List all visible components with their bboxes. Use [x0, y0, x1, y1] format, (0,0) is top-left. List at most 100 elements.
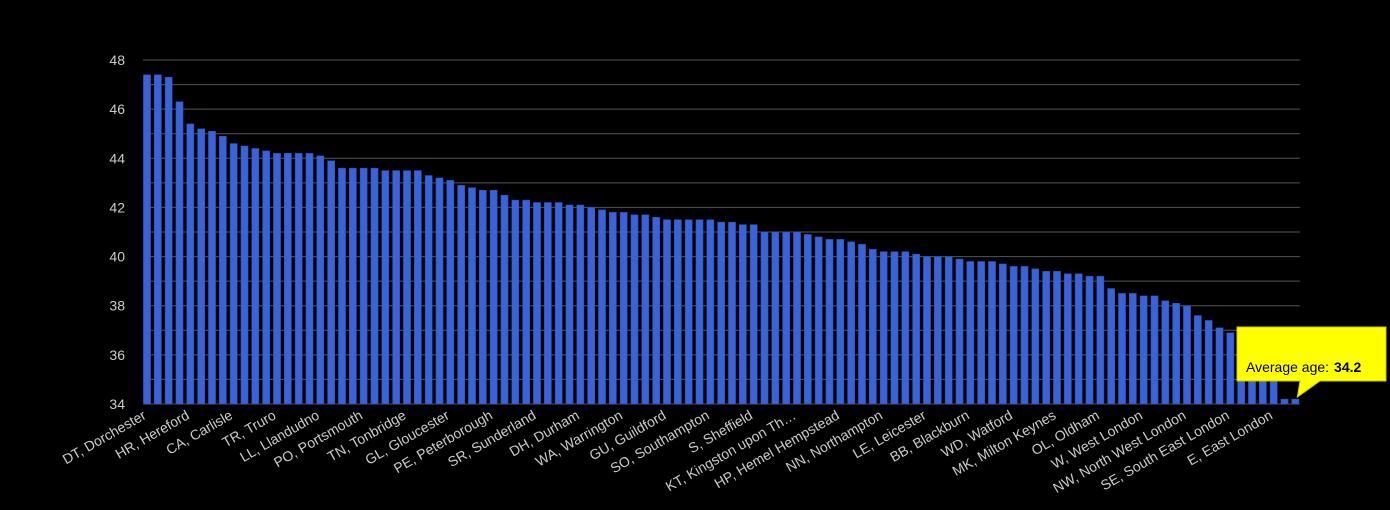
bar	[1053, 271, 1061, 405]
bar	[500, 194, 509, 405]
bar	[403, 170, 411, 405]
bar	[1280, 398, 1289, 405]
bar	[1042, 271, 1050, 405]
bar	[934, 256, 942, 405]
bar	[879, 251, 888, 405]
bar	[208, 131, 216, 405]
bar	[1096, 275, 1105, 405]
bar	[1139, 295, 1148, 405]
bar	[630, 214, 639, 405]
bar	[316, 155, 325, 405]
bar	[663, 219, 671, 405]
bar	[944, 256, 953, 405]
bar	[760, 231, 769, 405]
bar	[359, 167, 368, 405]
bar	[1183, 305, 1191, 405]
bar	[858, 244, 866, 405]
bar	[143, 74, 151, 405]
bar	[565, 204, 574, 405]
y-tick-label: 44	[109, 150, 125, 166]
bar	[511, 199, 520, 405]
bar	[977, 261, 985, 405]
bar	[392, 170, 400, 405]
bar	[1291, 398, 1300, 405]
bar	[327, 160, 335, 405]
bar	[966, 261, 975, 405]
bar	[706, 219, 715, 405]
bar	[435, 177, 444, 405]
bar	[164, 76, 173, 405]
bar	[609, 212, 617, 405]
tooltip-value: 34.2	[1334, 359, 1361, 375]
bar	[1150, 295, 1159, 405]
bar	[349, 167, 357, 405]
bar	[1009, 266, 1018, 405]
bar	[847, 241, 855, 405]
bar	[912, 253, 920, 405]
tooltip-box	[1236, 326, 1387, 399]
bar	[446, 180, 455, 405]
bar	[619, 212, 628, 405]
bar	[370, 167, 379, 405]
bar	[890, 251, 899, 405]
bar	[814, 236, 823, 405]
bar	[1172, 303, 1180, 405]
y-tick-label: 36	[109, 347, 125, 363]
tooltip: Average age: 34.2	[1236, 326, 1387, 399]
bar	[468, 187, 476, 405]
bar	[771, 231, 780, 405]
bar	[533, 202, 541, 405]
bar	[479, 189, 487, 405]
bar	[988, 261, 996, 405]
bar	[955, 258, 964, 405]
bar	[1215, 327, 1224, 405]
y-tick-label: 42	[109, 199, 125, 215]
bar	[749, 224, 758, 405]
bar	[240, 145, 249, 405]
bar	[869, 248, 877, 405]
bar	[1161, 300, 1170, 405]
bar	[728, 221, 736, 405]
bar	[1194, 315, 1202, 405]
bar	[674, 219, 682, 405]
bar	[1064, 273, 1072, 405]
bar	[598, 209, 606, 405]
bar	[923, 256, 931, 405]
bar	[284, 153, 292, 405]
bar	[1031, 268, 1040, 405]
bar	[544, 202, 552, 405]
bar	[1226, 332, 1235, 405]
bar	[695, 219, 704, 405]
bar	[273, 153, 281, 405]
bar	[1107, 288, 1115, 405]
bar	[294, 153, 303, 405]
bar	[338, 167, 346, 405]
bar	[522, 199, 530, 405]
bar	[587, 207, 595, 405]
bar	[414, 170, 422, 405]
bar	[305, 153, 314, 405]
bar	[424, 175, 433, 405]
bar	[381, 170, 390, 405]
bar	[219, 135, 227, 405]
y-tick-label: 48	[109, 52, 125, 68]
bar	[804, 234, 812, 405]
bar	[825, 239, 834, 405]
bar	[489, 189, 498, 405]
bar	[251, 148, 260, 405]
bar	[1129, 293, 1137, 405]
bar	[836, 239, 845, 405]
bar	[1085, 275, 1094, 405]
tooltip-label: Average age:	[1246, 359, 1329, 375]
bar	[1118, 293, 1126, 405]
bar	[576, 204, 585, 405]
tooltip-text: Average age: 34.2	[1246, 359, 1361, 375]
bar	[1020, 266, 1029, 405]
bar	[229, 143, 238, 405]
bar	[1074, 273, 1083, 405]
bar	[901, 251, 910, 405]
bar	[262, 150, 270, 405]
bar	[1204, 320, 1213, 405]
y-tick-label: 46	[109, 101, 125, 117]
